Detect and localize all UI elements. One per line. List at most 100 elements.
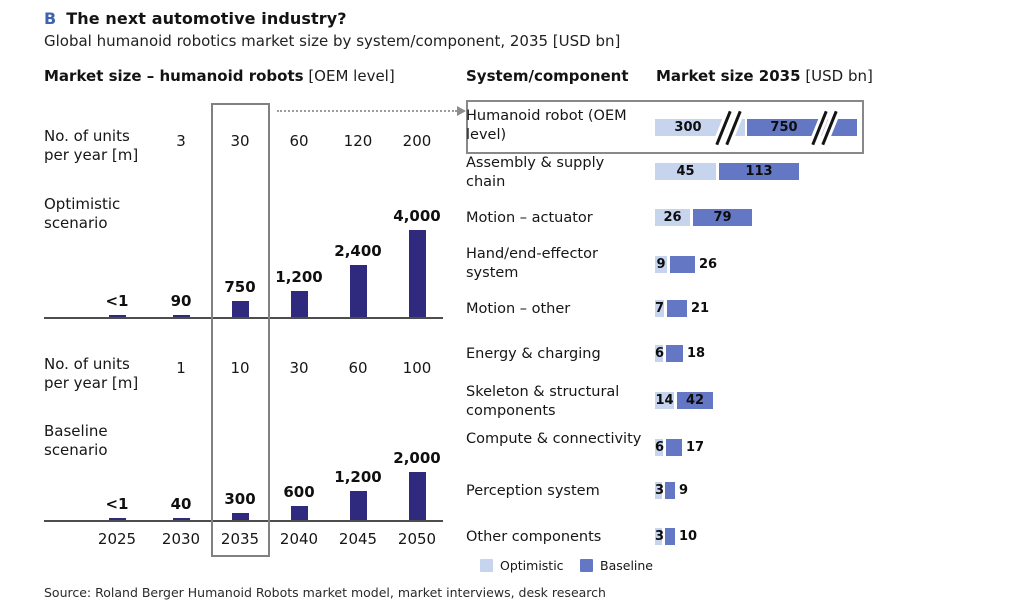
component-column-heading: System/component [466, 67, 629, 85]
optimistic-bar: 14 [655, 392, 674, 409]
baseline-value-label: 17 [686, 440, 705, 455]
units-per-year-label: No. of units per year [m] [44, 355, 139, 392]
component-label: Skeleton & structural components [466, 384, 620, 419]
optimistic-bar: 6 [655, 439, 665, 456]
baseline-value-label: 42 [685, 393, 705, 408]
bar [409, 230, 426, 317]
bar [350, 491, 367, 520]
baseline-bar [666, 345, 683, 362]
bar [173, 315, 190, 317]
bar-value-label: 4,000 [393, 207, 441, 225]
legend-item-baseline: Baseline [580, 558, 653, 573]
bar [232, 513, 249, 520]
axis-break-icon [811, 110, 838, 146]
legend-optimistic-label: Optimistic [500, 558, 564, 573]
baseline-bar: 79 [693, 209, 752, 226]
optimistic-value-label: 7 [655, 301, 665, 316]
bar-value-label: 2,400 [334, 242, 382, 260]
optimistic-bar: 3 [655, 482, 665, 499]
optimistic-bar: 45 [655, 163, 716, 180]
baseline-bar [666, 439, 682, 456]
component-label: Other components [466, 529, 602, 545]
baseline-value-label: 21 [691, 301, 710, 316]
legend: Optimistic Baseline [480, 558, 740, 574]
market-size-column-heading: Market size 2035 [USD bn] [656, 67, 873, 85]
unit-per-year-value: 1 [176, 359, 186, 377]
component-label: Compute & connectivity [466, 431, 642, 447]
optimistic-bar: 7 [655, 300, 664, 317]
baseline-value-label: 79 [713, 210, 732, 225]
optimistic-value-label: 3 [655, 483, 665, 498]
optimistic-bar: 3 [655, 528, 665, 545]
highlight-2035-box [211, 103, 270, 557]
year-label: 2045 [338, 530, 378, 548]
market-size-heading-note: [USD bn] [805, 67, 873, 85]
unit-per-year-value: 60 [289, 132, 309, 150]
optimistic-value-label: 6 [655, 440, 665, 455]
bar [350, 265, 367, 317]
market-size-heading-bold: Market size 2035 [656, 67, 801, 85]
left-chart-heading-bold: Market size – humanoid robots [44, 67, 304, 85]
baseline-value-label: 750 [770, 120, 798, 135]
bar-value-label: 300 [224, 490, 256, 508]
bar-value-label: <1 [105, 292, 129, 310]
year-label: 2040 [279, 530, 319, 548]
bar [232, 301, 249, 317]
optimistic-value-label: 14 [655, 393, 674, 408]
bar [291, 506, 308, 520]
figure-title-row: B The next automotive industry? [44, 9, 347, 28]
baseline-value-label: 26 [699, 257, 718, 272]
units-per-year-label: No. of units per year [m] [44, 127, 139, 164]
component-label: Humanoid robot (OEM level) [466, 108, 627, 143]
component-label: Assembly & supply chain [466, 155, 605, 190]
unit-per-year-value: 3 [176, 132, 186, 150]
baseline-bar [667, 300, 687, 317]
optimistic-value-label: 3 [655, 529, 665, 544]
bar-value-label: 2,000 [393, 449, 441, 467]
axis-line [44, 520, 443, 522]
optimistic-bar: 26 [655, 209, 690, 226]
source-note: Source: Roland Berger Humanoid Robots ma… [44, 585, 606, 600]
optimistic-value-label: 300 [674, 120, 702, 135]
bar-value-label: 1,200 [334, 468, 382, 486]
component-label: Hand/end-effector system [466, 246, 598, 281]
legend-optimistic-swatch-icon [480, 559, 493, 572]
oem-level-box [466, 100, 864, 154]
bar [109, 518, 126, 520]
bar-value-label: <1 [105, 495, 129, 513]
component-label: Energy & charging [466, 346, 601, 362]
dotted-arrow-line [277, 110, 457, 112]
baseline-bar [665, 528, 675, 545]
legend-baseline-swatch-icon [580, 559, 593, 572]
baseline-bar: 750 [747, 110, 857, 146]
baseline-value-label: 9 [679, 483, 689, 498]
bar-value-label: 1,200 [275, 268, 323, 286]
unit-per-year-value: 10 [230, 359, 250, 377]
axis-break-icon [715, 110, 742, 146]
year-label: 2035 [220, 530, 260, 548]
bar-value-label: 40 [170, 495, 192, 513]
baseline-bar [665, 482, 675, 499]
year-label: 2025 [97, 530, 137, 548]
bar [291, 291, 308, 317]
baseline-bar [670, 256, 695, 273]
figure-title: The next automotive industry? [66, 9, 347, 28]
figure-marker: B [44, 9, 57, 28]
baseline-value-label: 18 [687, 346, 706, 361]
optimistic-bar: 9 [655, 256, 667, 273]
bar [409, 472, 426, 520]
figure-subtitle: Global humanoid robotics market size by … [44, 32, 621, 50]
bar [109, 315, 126, 317]
bar-value-label: 750 [224, 278, 256, 296]
baseline-bar: 42 [677, 392, 713, 409]
component-label: Motion – actuator [466, 210, 593, 226]
component-label: Perception system [466, 483, 600, 499]
optimistic-value-label: 26 [663, 210, 682, 225]
unit-per-year-value: 200 [402, 132, 432, 150]
legend-baseline-label: Baseline [600, 558, 653, 573]
baseline-value-label: 113 [745, 164, 773, 179]
baseline-bar: 113 [719, 163, 799, 180]
scenario-label: Baseline scenario [44, 422, 108, 459]
year-label: 2050 [397, 530, 437, 548]
